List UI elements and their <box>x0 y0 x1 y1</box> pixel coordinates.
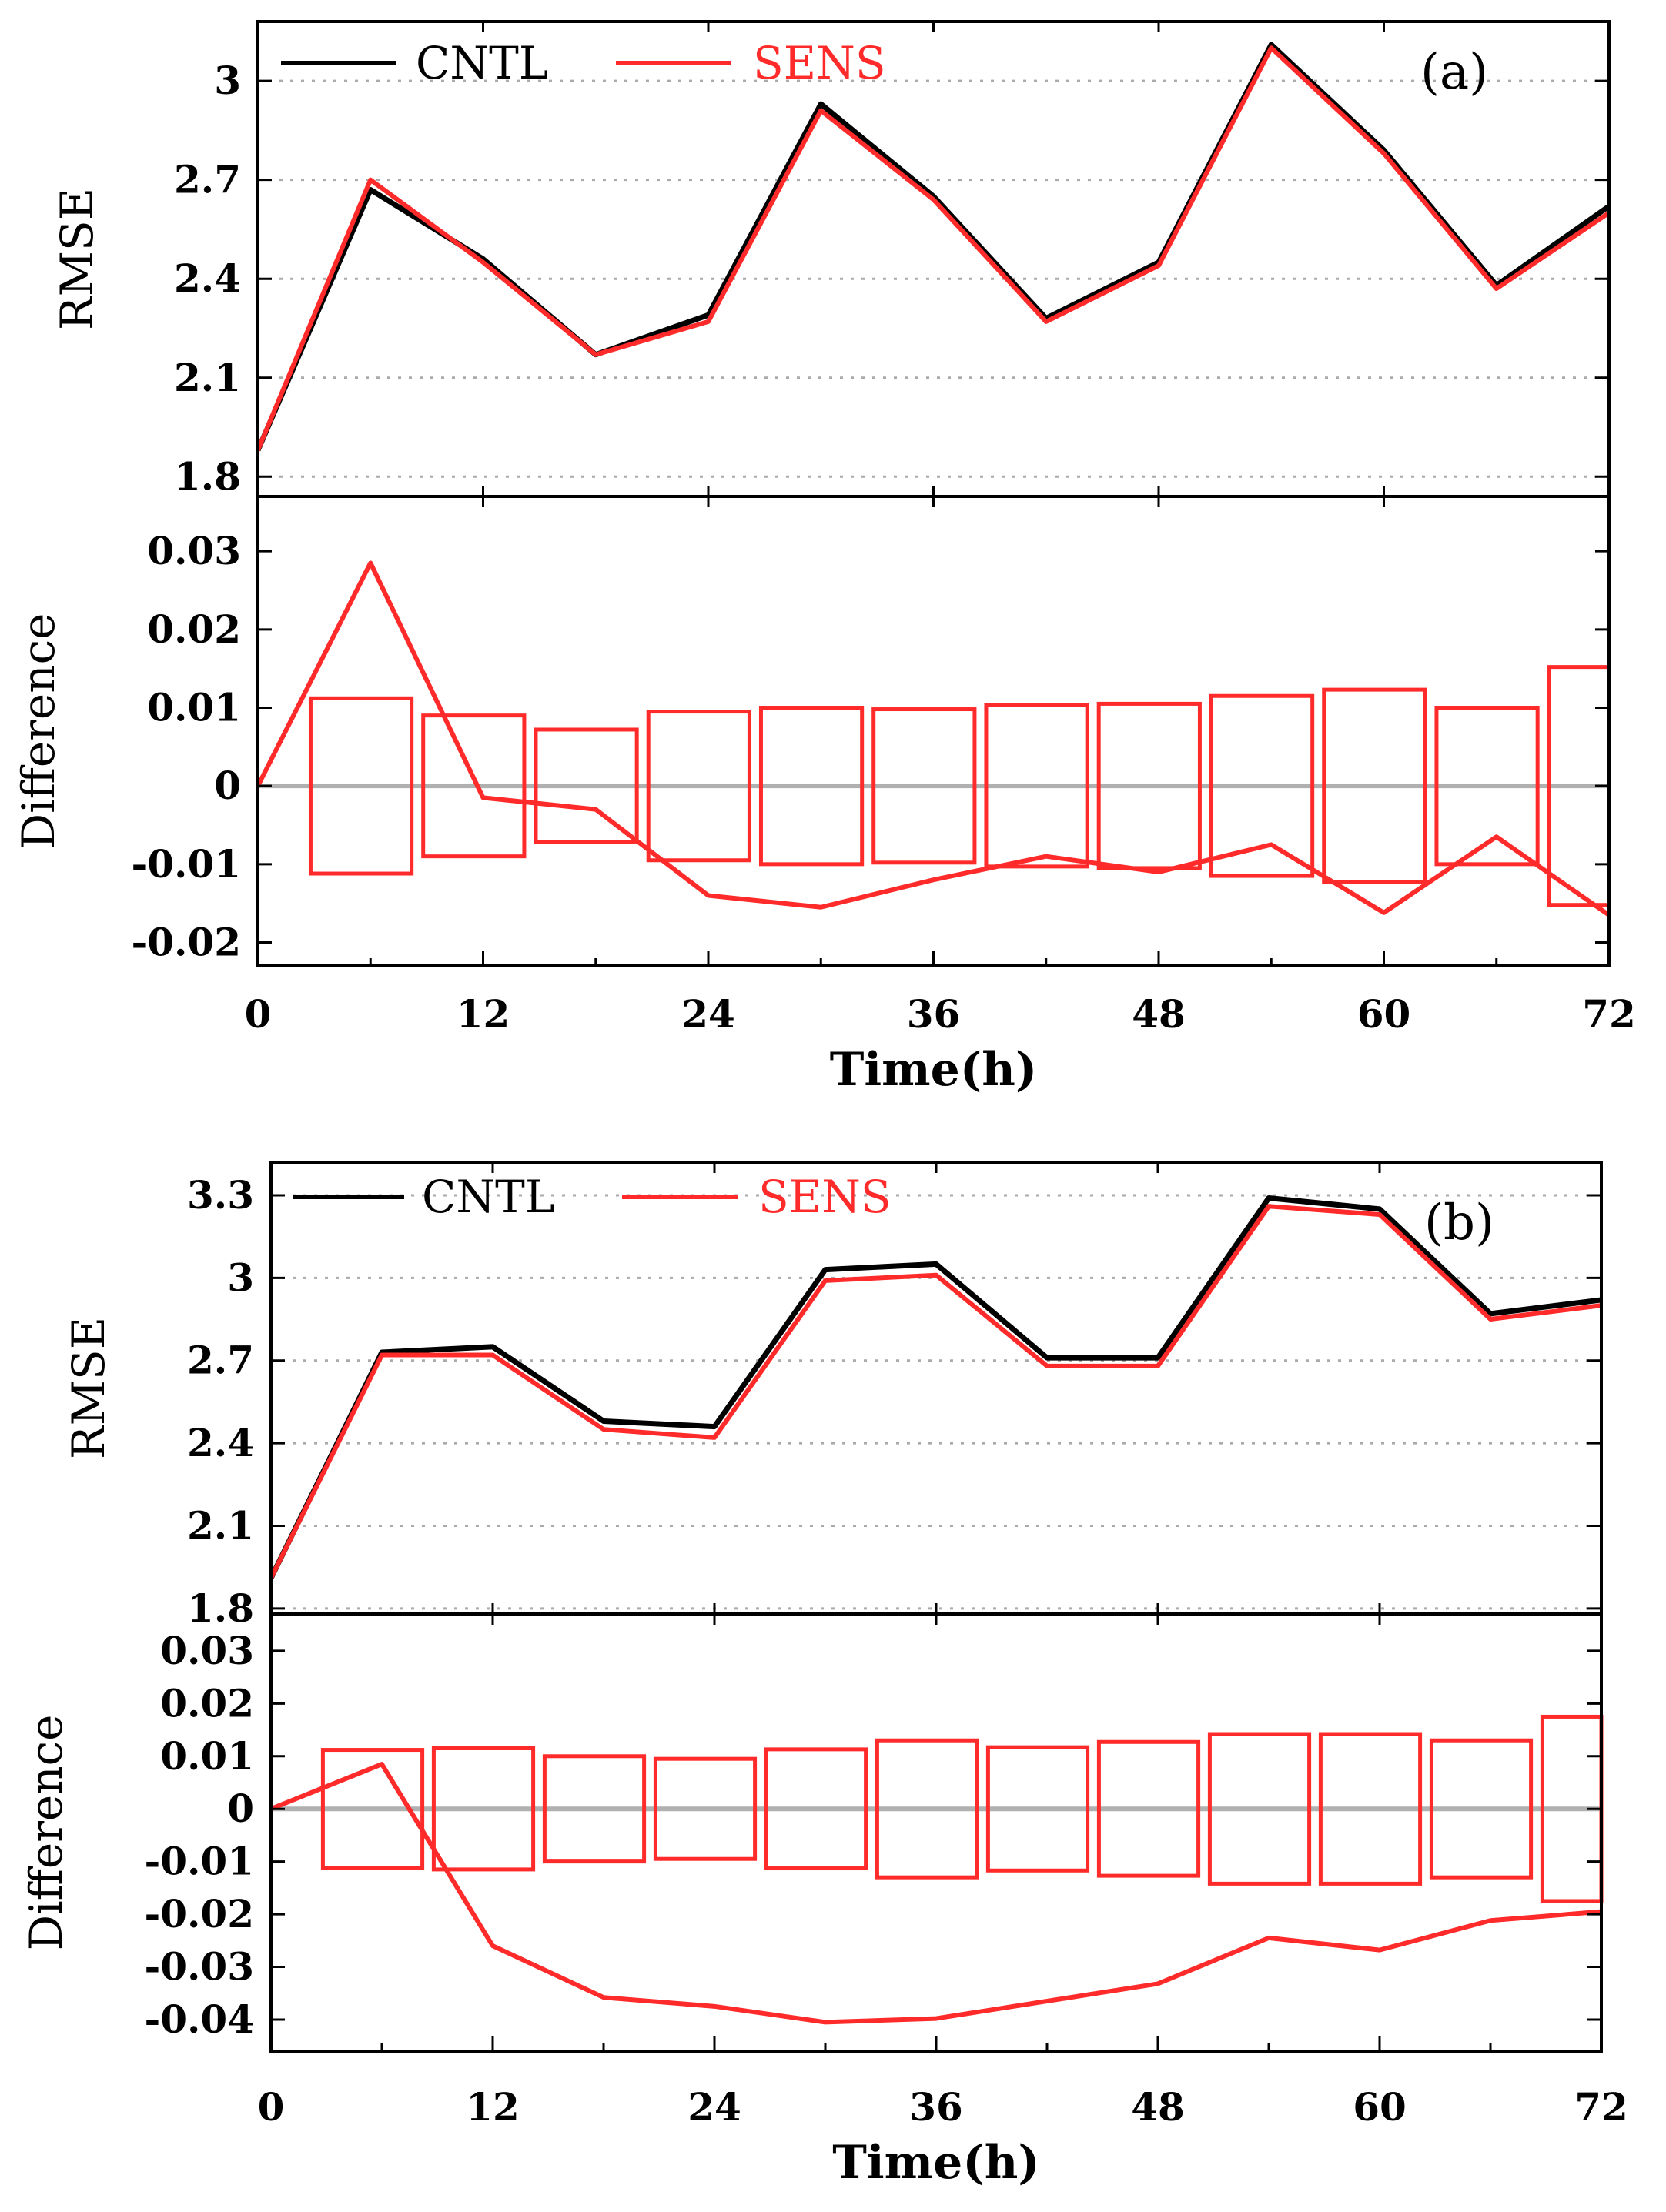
series-line-cntl <box>268 1195 1602 1580</box>
y-tick-label: 0.02 <box>160 1680 254 1726</box>
y-tick-label: 3 <box>227 1255 254 1300</box>
x-axis-label: Time(h) <box>832 2136 1040 2190</box>
x-tick-label: 48 <box>1131 2084 1185 2130</box>
significance-box <box>542 1754 647 1864</box>
x-tick-label: 0 <box>245 991 272 1037</box>
significance-box <box>421 713 527 859</box>
significance-box <box>1209 693 1315 878</box>
y-axis-label-difference: Difference <box>12 613 65 850</box>
y-tick-label: -0.02 <box>131 920 241 965</box>
y-tick-label: 3 <box>214 58 241 103</box>
panel-b: 1.8 2.1 2.4 2.7 3 3.3 -0.04 -0.03 -0.02 -0.01 0 0.0… <box>20 1161 1628 2190</box>
significance-box <box>646 710 751 863</box>
y-axis-label-difference: Difference <box>20 1715 72 1951</box>
significance-box <box>653 1756 758 1861</box>
y-tick-label: 0 <box>227 1786 254 1831</box>
y-tick-label: 0.03 <box>147 528 241 573</box>
y-tick-label: 1.8 <box>174 453 241 499</box>
y-tick-label: 2.4 <box>187 1420 254 1465</box>
x-tick-label: 60 <box>1357 991 1411 1037</box>
significance-box <box>1434 706 1540 867</box>
x-tick-label: 72 <box>1574 2084 1628 2130</box>
significance-box <box>1096 701 1202 870</box>
panel-label: (a) <box>1420 44 1488 101</box>
top-frame <box>256 20 1611 498</box>
y-axis-label-rmse: RMSE <box>62 1317 115 1459</box>
y-tick-label: 2.7 <box>187 1338 254 1383</box>
x-tick-label: 0 <box>258 2084 285 2130</box>
x-tick-label: 24 <box>681 991 735 1037</box>
significance-box <box>871 707 977 865</box>
significance-box <box>1096 1739 1201 1878</box>
y-tick-label: 3.3 <box>187 1172 254 1218</box>
y-tick-label: 2.7 <box>174 157 241 202</box>
legend-label-cntl: CNTL <box>422 1171 554 1223</box>
significance-box <box>534 727 639 844</box>
panel-label: (b) <box>1424 1195 1494 1251</box>
significance-box <box>764 1747 868 1871</box>
x-tick-label: 36 <box>909 2084 963 2130</box>
legend-label-cntl: CNTL <box>416 37 548 89</box>
significance-box <box>1318 1732 1423 1886</box>
x-tick-label: 24 <box>687 2084 741 2130</box>
significance-box <box>985 1745 1090 1873</box>
x-tick-label: 12 <box>457 991 510 1037</box>
significance-box <box>758 706 865 867</box>
significance-box <box>431 1746 536 1872</box>
y-tick-label: 2.1 <box>174 355 241 400</box>
significance-box <box>320 1748 425 1870</box>
y-axis-label-rmse: RMSE <box>51 188 103 330</box>
series-line-sens <box>256 45 1611 452</box>
y-tick-label: -0.04 <box>144 1996 254 2042</box>
difference-line <box>269 1762 1602 2025</box>
y-tick-label: 0.01 <box>147 685 241 730</box>
significance-box <box>984 703 1089 869</box>
bottom-frame <box>269 1612 1603 2053</box>
x-tick-label: 12 <box>466 2084 520 2130</box>
x-tick-label: 36 <box>907 991 961 1037</box>
legend-label-sens: SENS <box>753 37 886 89</box>
y-tick-label: 0.02 <box>147 606 241 652</box>
y-tick-label: 2.4 <box>174 256 241 301</box>
y-tick-label: -0.03 <box>144 1944 254 1990</box>
significance-box <box>1429 1738 1534 1880</box>
x-tick-label: 60 <box>1353 2084 1407 2130</box>
y-tick-label: -0.01 <box>144 1839 254 1884</box>
y-tick-label: 1.8 <box>187 1585 254 1631</box>
y-tick-label: 0.03 <box>160 1628 254 1673</box>
series-line-sens <box>269 1204 1602 1579</box>
x-tick-label: 48 <box>1132 991 1186 1037</box>
panel-a: 1.8 2.1 2.4 2.7 3 -0.02 -0.01 0 0.01 0.02 0.03 0 12 2… <box>12 20 1636 1097</box>
significance-box <box>1322 687 1427 884</box>
legend: CNTL SENS <box>293 1171 892 1223</box>
x-axis-label: Time(h) <box>830 1043 1038 1097</box>
y-tick-label: -0.01 <box>131 841 241 887</box>
legend: CNTL SENS <box>281 37 886 89</box>
legend-label-sens: SENS <box>758 1171 892 1223</box>
series-line-cntl <box>255 42 1611 452</box>
significance-box <box>875 1738 979 1880</box>
y-tick-label: 0 <box>214 763 241 808</box>
x-tick-label: 72 <box>1582 991 1636 1037</box>
significance-box <box>308 696 414 876</box>
y-tick-label: 0.01 <box>160 1733 254 1779</box>
difference-line <box>256 560 1611 917</box>
y-tick-label: 2.1 <box>187 1502 254 1548</box>
y-tick-label: -0.02 <box>144 1891 254 1936</box>
significance-box <box>1207 1732 1312 1886</box>
